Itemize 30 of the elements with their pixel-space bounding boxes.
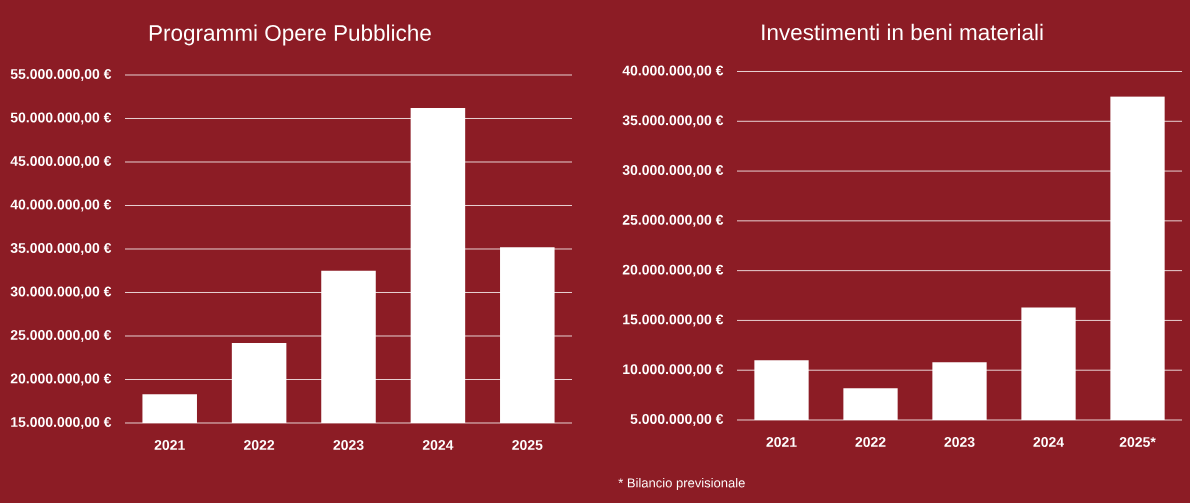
y-tick-label: 15.000.000,00 € — [11, 417, 112, 429]
y-tick-label: 30.000.000,00 € — [622, 165, 724, 178]
x-tick-label: 2023 — [333, 440, 364, 450]
x-tick-label: 2023 — [944, 437, 975, 447]
text: * Bilancio previsionale — [618, 477, 745, 491]
x-tick-label: 2024 — [422, 440, 454, 450]
x-tick-label: 2022 — [855, 437, 886, 447]
y-tick-label: 30.000.000,00 € — [10, 286, 112, 299]
y-tick-label: 35.000.000,00 € — [10, 243, 112, 255]
y-tick-label: 45.000.000,00 € — [10, 156, 112, 168]
x-tick-label: 2024 — [1033, 437, 1065, 447]
y-tick-label: 35.000.000,00 € — [622, 115, 724, 128]
y-tick-label: 25.000.000,00 € — [622, 214, 724, 227]
y-tick-label: 15.000.000,00 € — [623, 314, 724, 327]
x-tick-label: 2025* — [1119, 437, 1156, 447]
y-tick-label: 20.000.000,00 € — [622, 264, 724, 277]
x-tick-label: 2021 — [766, 437, 797, 447]
chart-title: Investimenti in beni materiali — [762, 23, 1043, 41]
y-tick-label: 55.000.000,00 € — [10, 69, 112, 81]
y-tick-label: 40.000.000,00 € — [10, 199, 112, 212]
x-tick-label: 2022 — [244, 440, 275, 450]
x-tick-label: 2025 — [512, 440, 543, 450]
y-tick-label: 40.000.000,00 € — [622, 65, 724, 78]
y-tick-label: 20.000.000,00 € — [10, 373, 112, 386]
chart-title: Programmi Opere Pubbliche — [149, 24, 431, 46]
y-tick-label: 25.000.000,00 € — [10, 330, 112, 342]
x-tick-label: 2021 — [154, 440, 185, 450]
y-tick-label: 50.000.000,00 € — [10, 112, 112, 125]
y-tick-label: 5.000.000,00 € — [630, 414, 724, 426]
y-tick-label: 10.000.000,00 € — [623, 364, 724, 377]
